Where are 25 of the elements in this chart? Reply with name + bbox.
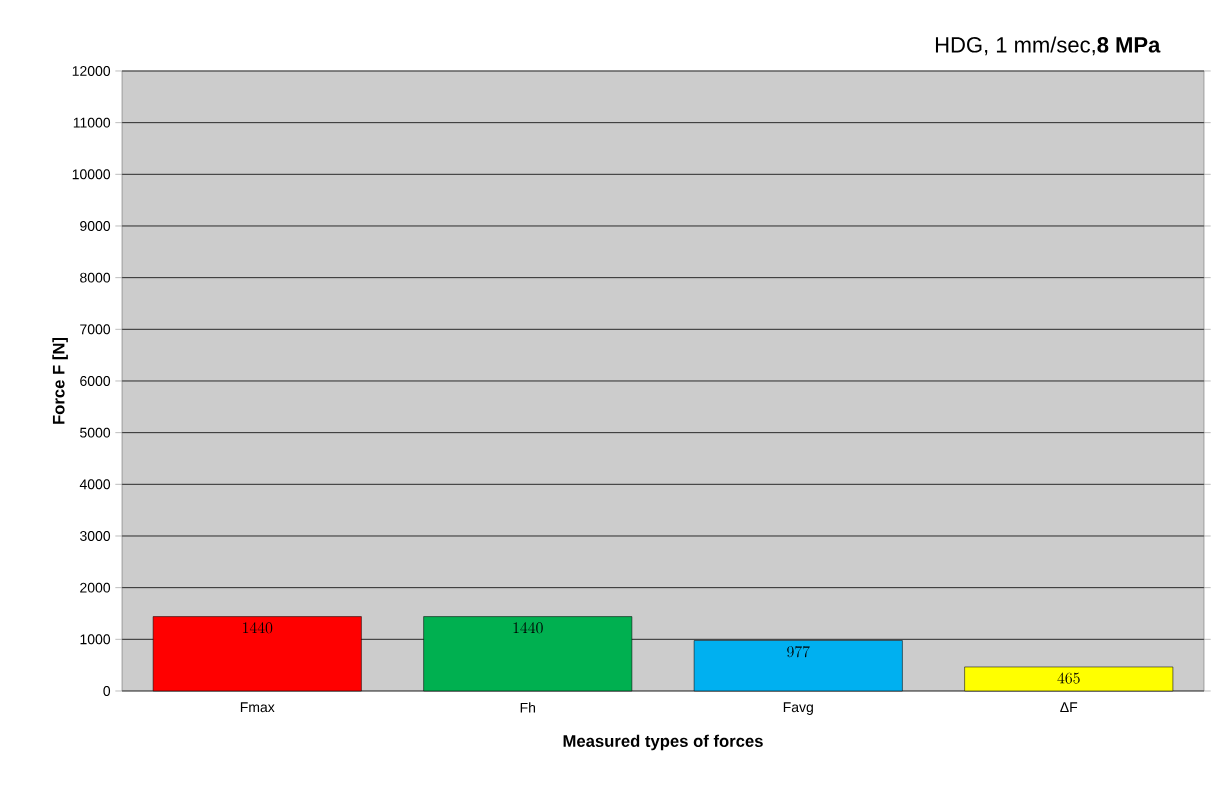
chart-title: HDG, 1 mm/sec,8 MPa <box>935 36 1161 56</box>
data-label: 465 <box>1057 672 1080 684</box>
y-tick-label: 3000 <box>80 531 111 541</box>
x-axis-title: Measured types of forces <box>563 734 763 751</box>
y-tick-label: 8000 <box>80 272 111 283</box>
bar <box>964 666 1174 692</box>
y-tick-label: 4000 <box>79 479 111 490</box>
x-tick-label: Fh <box>520 702 536 713</box>
y-tick-label: 0 <box>103 686 111 696</box>
x-tick-label: Fmax <box>240 702 275 713</box>
data-label: 1440 <box>243 622 273 634</box>
y-tick-label: 11000 <box>73 117 111 128</box>
y-axis-title: Force F [N] <box>52 337 68 424</box>
y-tick-label: 7000 <box>80 324 111 335</box>
y-tick-label: 12000 <box>72 66 111 76</box>
x-tick-label: ΔF <box>1060 702 1078 712</box>
data-label: 1440 <box>513 622 543 634</box>
data-label: 977 <box>787 646 810 658</box>
y-tick-label: 6000 <box>80 376 111 386</box>
y-tick-label: 9000 <box>80 221 111 231</box>
y-tick-label: 1000 <box>80 634 111 645</box>
x-tick-label: Favg <box>783 702 813 715</box>
y-tick-label: 10000 <box>72 169 111 180</box>
y-tick-label: 5000 <box>80 427 111 438</box>
y-tick-label: 2000 <box>80 582 111 593</box>
